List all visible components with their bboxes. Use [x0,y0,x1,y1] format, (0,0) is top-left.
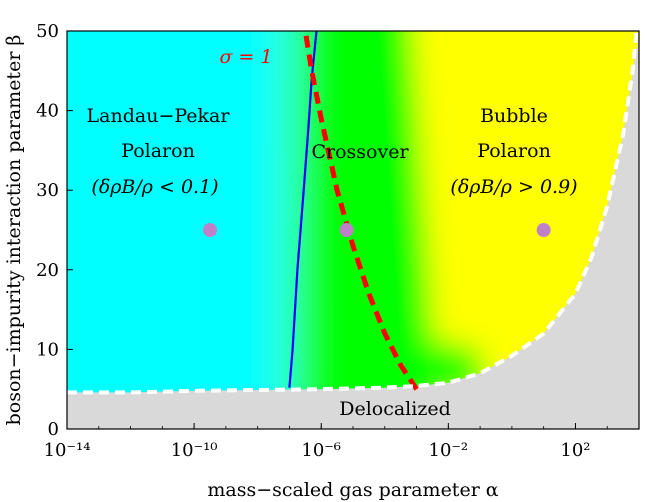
label-delocalized: Delocalized [339,398,451,420]
sample-point-2 [339,223,354,237]
sample-point-1 [203,223,217,237]
x-axis-title: mass−scaled gas parameter α [207,479,498,501]
x-tick-label: 10⁻² [429,440,469,461]
label-bubble: Bubble [480,105,548,127]
label-landau-pekar: Landau−Pekar [87,105,231,127]
sample-point-3 [536,223,551,237]
y-tick-label: 10 [36,339,59,360]
label-landau-pekar-criterion: (δρB/ρ < 0.1) [91,176,218,198]
y-tick-label: 0 [48,419,59,440]
y-tick-label: 30 [36,180,59,201]
sigma-equals-one-line [302,31,419,391]
delocalized-region [67,35,639,429]
x-tick-label: 10⁻¹⁴ [44,440,91,461]
label-bubble-criterion: (δρB/ρ > 0.9) [450,176,577,198]
x-tick-label: 10⁻¹⁰ [171,440,218,461]
label-landau-pekar-polaron: Polaron [121,140,195,162]
sample-points [203,223,551,237]
x-tick-label: 10⁻⁶ [301,440,341,461]
x-axis-ticks: 10⁻¹⁴ 10⁻¹⁰ 10⁻⁶ 10⁻² 10² [44,423,640,461]
y-tick-label: 20 [36,260,59,281]
label-sigma: σ = 1 [219,46,272,68]
blue-boundary-line [288,31,318,388]
y-tick-label: 50 [36,21,59,42]
delocalization-boundary-line [67,31,639,395]
label-bubble-polaron: Polaron [477,140,551,162]
y-axis-ticks: 0 10 20 30 40 50 [36,21,73,440]
y-axis-title: boson−impurity interaction parameter β [3,35,25,426]
label-crossover: Crossover [311,141,409,163]
y-tick-label: 40 [36,101,59,122]
x-tick-label: 10² [560,440,590,461]
